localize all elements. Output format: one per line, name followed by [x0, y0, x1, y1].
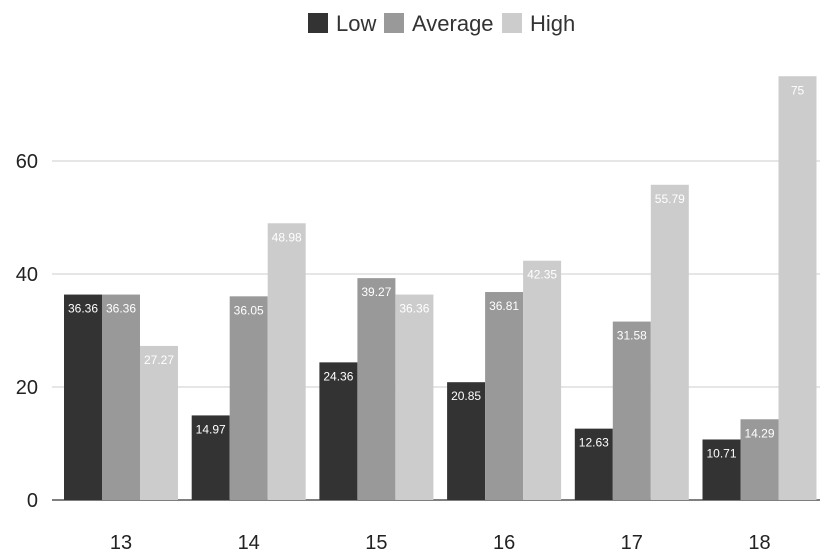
bar-high-16: [523, 260, 562, 500]
bar-value-label: 20.85: [451, 389, 481, 403]
x-tick-label: 18: [748, 532, 770, 554]
bar-high-13: [140, 345, 178, 500]
bar-value-label: 39.27: [361, 285, 391, 299]
legend-item-low: Low: [308, 11, 376, 36]
y-tick-label: 0: [27, 490, 38, 512]
bar-value-label: 75: [791, 83, 805, 97]
bar-value-label: 36.05: [234, 303, 264, 317]
bar-low-18: [702, 439, 741, 500]
legend-item-high: High: [502, 11, 575, 36]
x-axis-ticks: 13 14 15 16 17 18: [110, 532, 771, 554]
legend-swatch: [308, 13, 328, 33]
bar-high-14: [267, 223, 306, 500]
y-axis-ticks: 0 20 40 60: [16, 151, 38, 512]
bar-value-label: 14.29: [744, 426, 774, 440]
bar-value-label: 36.36: [106, 302, 136, 316]
legend-label: Average: [412, 11, 494, 36]
bar-high-17: [650, 184, 689, 500]
bar-low-13: [64, 294, 102, 500]
bar-high-15: [395, 294, 434, 500]
y-tick-label: 20: [16, 377, 38, 399]
bar-low-15: [319, 362, 358, 500]
y-tick-label: 60: [16, 151, 38, 173]
bar-low-16: [447, 382, 486, 500]
bar-average-14: [229, 296, 268, 500]
bar-value-label: 24.36: [323, 369, 353, 383]
bar-high-18: [778, 76, 817, 500]
bars: [64, 76, 817, 500]
bar-value-label: 36.81: [489, 299, 519, 313]
bar-value-label: 31.58: [617, 329, 647, 343]
bar-low-14: [191, 415, 230, 500]
bar-value-label: 36.36: [68, 302, 98, 316]
bar-value-label: 12.63: [579, 436, 609, 450]
x-tick-label: 14: [238, 532, 260, 554]
bar-value-label: 27.27: [144, 353, 174, 367]
bar-average-18: [740, 419, 779, 500]
bar-value-label: 10.71: [706, 446, 736, 460]
legend-swatch: [502, 13, 522, 33]
y-tick-label: 40: [16, 264, 38, 286]
gridlines: [52, 160, 820, 501]
bar-average-17: [612, 321, 651, 500]
bar-value-label: 48.98: [272, 230, 302, 244]
x-tick-label: 16: [493, 532, 515, 554]
bar-average-15: [357, 278, 396, 500]
bar-low-17: [574, 428, 613, 500]
bar-average-13: [102, 294, 140, 500]
bar-labels: 36.36 36.36 27.27 14.97 36.05 48.98 24.36 39.27…: [68, 83, 805, 460]
legend-label: Low: [336, 11, 376, 36]
x-tick-label: 17: [621, 532, 643, 554]
x-tick-label: 15: [365, 532, 387, 554]
legend-label: High: [530, 11, 575, 36]
legend-swatch: [384, 13, 404, 33]
bar-value-label: 42.35: [527, 268, 557, 282]
legend-item-average: Average: [384, 11, 494, 36]
bar-value-label: 14.97: [196, 422, 226, 436]
bar-average-16: [485, 292, 524, 500]
legend: Low Average High: [308, 11, 575, 36]
bar-value-label: 55.79: [655, 192, 685, 206]
bar-value-label: 36.36: [399, 302, 429, 316]
x-tick-label: 13: [110, 532, 132, 554]
